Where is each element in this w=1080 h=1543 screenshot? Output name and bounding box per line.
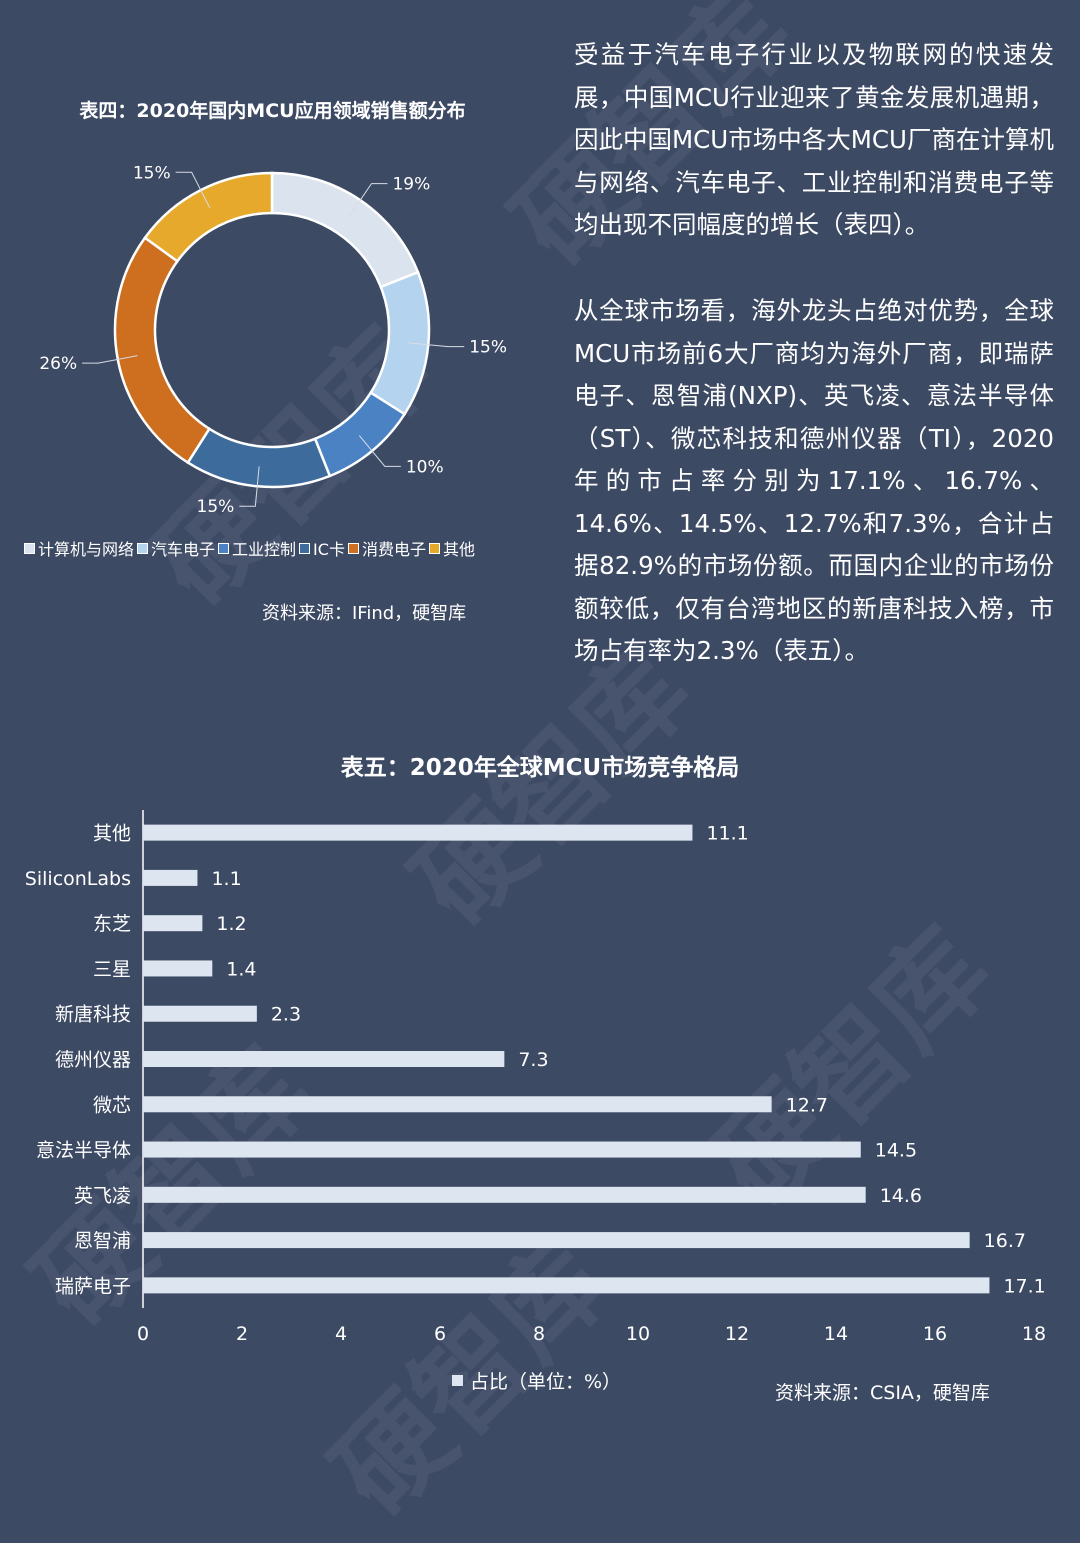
- donut-slice: [113, 235, 212, 465]
- x-tick-label: 12: [725, 1323, 749, 1345]
- legend-swatch: [452, 1375, 463, 1386]
- paragraph-1: 受益于汽车电子行业以及物联网的快速发展，中国MCU行业迎来了黄金发展机遇期，因此…: [574, 40, 1054, 239]
- legend-swatch: [218, 542, 230, 554]
- legend-swatch: [137, 542, 149, 554]
- value-label: 7.3: [518, 1049, 548, 1071]
- x-tick-label: 4: [335, 1323, 347, 1345]
- bar: [143, 824, 693, 841]
- legend-label: 消费电子: [361, 540, 426, 559]
- bar: [143, 1232, 970, 1249]
- leader-line: [348, 183, 388, 217]
- leader-line: [175, 171, 211, 209]
- category-label: 瑞萨电子: [55, 1275, 131, 1297]
- legend-label: 工业控制: [232, 540, 297, 559]
- category-label: 东芝: [93, 913, 131, 935]
- legend-swatch: [347, 542, 359, 554]
- donut-slice: [369, 270, 431, 416]
- slice-label: 26%: [39, 354, 77, 374]
- slice-label: 15%: [197, 497, 235, 517]
- category-label: 新唐科技: [55, 1004, 131, 1026]
- legend-swatch: [24, 542, 35, 554]
- donut-chart-title: 表四：2020年国内MCU应用领域销售额分布: [79, 100, 466, 122]
- legend-label: 其他: [442, 540, 475, 559]
- bar: [143, 1141, 861, 1158]
- legend-label: 占比（单位：%）: [470, 1371, 622, 1393]
- x-tick-label: 2: [236, 1323, 248, 1345]
- category-label: 英飞凌: [74, 1185, 131, 1207]
- value-label: 17.1: [1003, 1275, 1045, 1297]
- bar: [143, 915, 203, 932]
- bar: [143, 1277, 990, 1294]
- bar-chart-source: 资料来源：CSIA，硬智库: [775, 1382, 990, 1404]
- category-label: 三星: [93, 958, 131, 980]
- slice-label: 19%: [392, 175, 430, 195]
- bar: [143, 1051, 505, 1067]
- bar: [143, 1005, 257, 1022]
- x-tick-label: 14: [824, 1323, 848, 1345]
- donut-slice: [313, 390, 407, 478]
- category-label: 德州仪器: [55, 1049, 131, 1071]
- category-label: 意法半导体: [36, 1140, 131, 1162]
- legend-item: IC卡: [299, 536, 345, 560]
- paragraph-2: 从全球市场看，海外龙头占绝对优势，全球MCU市场前6大厂商均为海外厂商，即瑞萨电…: [574, 296, 1054, 665]
- bar: [143, 1186, 866, 1203]
- leader-line: [358, 435, 401, 467]
- x-tick-label: 10: [626, 1323, 650, 1345]
- legend-label: 汽车电子: [151, 540, 216, 559]
- value-label: 11.1: [706, 823, 748, 845]
- value-label: 14.6: [880, 1185, 922, 1207]
- bar-chart-legend: 占比（单位：%）: [452, 1367, 621, 1394]
- slice-label: 15%: [469, 338, 507, 358]
- slice-label: 10%: [406, 457, 444, 477]
- x-tick-label: 18: [1022, 1323, 1046, 1345]
- bar-chart-title: 表五：2020年全球MCU市场竞争格局: [340, 755, 740, 781]
- value-label: 2.3: [271, 1004, 301, 1026]
- x-tick-label: 16: [923, 1323, 947, 1345]
- donut-slice: [186, 427, 332, 489]
- donut-chart-source: 资料来源：IFind，硬智库: [262, 603, 467, 624]
- leader-line: [82, 355, 138, 364]
- value-label: 12.7: [786, 1094, 828, 1116]
- bar: [143, 869, 198, 886]
- bar: [143, 1096, 772, 1113]
- legend-label: 计算机与网络: [38, 540, 135, 559]
- legend-item: 工业控制: [218, 536, 296, 560]
- leader-line: [239, 466, 260, 507]
- leader-line: [408, 342, 465, 348]
- donut-slice: [143, 171, 274, 263]
- category-label: 其他: [93, 823, 131, 845]
- legend-label: IC卡: [313, 540, 345, 559]
- donut-chart: 19% 15% 10% 15% 26% 15%: [39, 163, 507, 517]
- legend-item: 汽车电子: [137, 536, 215, 560]
- legend-item: 消费电子: [347, 536, 426, 560]
- bar: [143, 960, 213, 977]
- legend-item: 其他: [428, 536, 475, 560]
- legend-item: 计算机与网络: [24, 536, 134, 560]
- x-tick-label: 0: [137, 1323, 149, 1345]
- category-label: 恩智浦: [74, 1230, 131, 1252]
- value-label: 14.5: [875, 1140, 917, 1162]
- value-label: 1.1: [211, 868, 241, 890]
- category-label: 微芯: [93, 1094, 131, 1116]
- x-tick-label: 6: [434, 1323, 446, 1345]
- bar-chart: 其他 11.1 SiliconLabs 1.1 东芝 1.2 三星 1.4 新唐科技 2.3 德州仪…: [25, 810, 1046, 1345]
- slice-label: 15%: [133, 163, 171, 183]
- x-tick-label: 8: [533, 1323, 545, 1345]
- legend-swatch: [299, 542, 311, 554]
- value-label: 1.2: [216, 913, 246, 935]
- value-label: 16.7: [984, 1230, 1026, 1252]
- donut-chart-legend: 计算机与网络 汽车电子 工业控制 IC卡 消费电子 其他: [24, 536, 544, 560]
- category-label: SiliconLabs: [25, 868, 131, 890]
- value-label: 1.4: [226, 958, 256, 980]
- legend-swatch: [428, 542, 440, 554]
